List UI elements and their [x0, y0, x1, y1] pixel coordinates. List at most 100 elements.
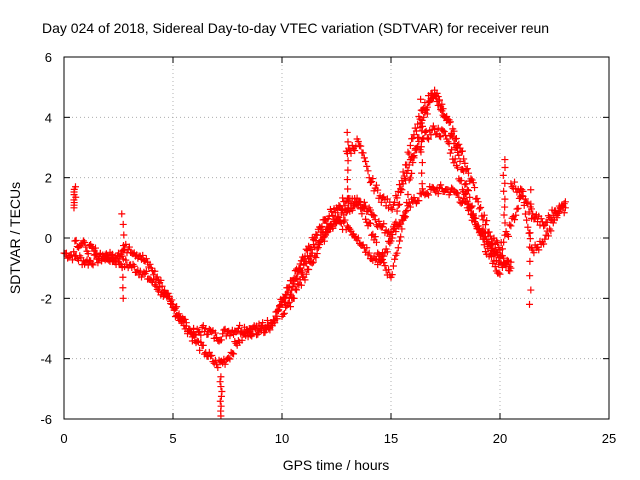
data-point-track-d	[452, 134, 460, 142]
x-tick-label: 0	[60, 431, 67, 446]
data-point-track-d	[410, 131, 418, 139]
data-point-track-d	[537, 215, 545, 223]
data-point-track-a	[236, 321, 244, 329]
data-point-track-d	[507, 222, 515, 230]
x-axis-label: GPS time / hours	[283, 457, 390, 473]
data-point-track-a	[339, 194, 347, 202]
data-point-track-a	[366, 206, 374, 214]
data-point-track-c	[372, 238, 380, 246]
data-point-track-c	[400, 214, 408, 222]
spike-point	[344, 138, 352, 146]
data-point-track-b	[108, 250, 116, 258]
data-point-track-d	[393, 194, 401, 202]
spike-point	[526, 257, 534, 265]
data-point-track-d	[365, 174, 373, 182]
data-point-track-c	[468, 202, 476, 210]
data-point-track-a	[152, 282, 160, 290]
data-point-track-c	[385, 266, 393, 274]
data-point-track-a	[371, 216, 379, 224]
data-point-track-a	[91, 250, 99, 258]
data-point-track-b	[404, 167, 412, 175]
data-point-track-d	[471, 184, 479, 192]
data-point-track-b	[168, 296, 176, 304]
data-point-track-c	[285, 298, 293, 306]
data-point-track-b	[171, 304, 179, 312]
data-point-track-d	[399, 168, 407, 176]
data-point-track-b	[190, 331, 198, 339]
data-point-track-d	[397, 185, 405, 193]
data-point-track-d	[347, 149, 355, 157]
y-tick-label: 2	[45, 171, 52, 186]
data-point-track-b	[225, 354, 233, 362]
data-point-track-c	[365, 219, 373, 227]
data-point-track-b	[153, 273, 161, 281]
data-point-track-e	[561, 198, 569, 206]
spike-point	[527, 286, 535, 294]
data-point-track-c	[410, 154, 418, 162]
data-point-track-b	[423, 134, 431, 142]
data-point-track-d	[467, 175, 475, 183]
data-point-track-a	[323, 219, 331, 227]
spike-point	[526, 243, 534, 251]
data-point-track-d	[400, 172, 408, 180]
data-point-track-e	[511, 178, 519, 186]
data-point-track-c	[316, 241, 324, 249]
x-tick-label: 10	[275, 431, 289, 446]
data-point-track-d	[479, 216, 487, 224]
chart-title: Day 024 of 2018, Sidereal Day-to-day VTE…	[42, 20, 549, 36]
data-point-track-d	[438, 100, 446, 108]
spike-point	[216, 397, 224, 405]
data-point-track-b	[388, 234, 396, 242]
data-point-track-c	[484, 245, 492, 253]
data-point-track-b	[431, 125, 439, 133]
data-point-track-a	[317, 224, 325, 232]
data-point-track-c	[462, 180, 470, 188]
data-point-track-b	[286, 290, 294, 298]
data-point-track-a	[151, 281, 159, 289]
data-point-track-a	[454, 189, 462, 197]
data-point-track-d	[409, 134, 417, 142]
data-point-track-c	[314, 244, 322, 252]
data-point-track-d	[543, 218, 551, 226]
data-point-track-b	[107, 251, 115, 259]
data-point-track-c	[329, 224, 337, 232]
data-point-track-d	[458, 147, 466, 155]
data-point-track-a	[89, 261, 97, 269]
data-point-track-a	[217, 336, 225, 344]
data-point-track-c	[331, 220, 339, 228]
data-point-track-b	[409, 153, 417, 161]
data-point-track-b	[461, 190, 469, 198]
data-point-track-d	[463, 165, 471, 173]
spike-point	[417, 137, 425, 145]
data-point-track-c	[309, 258, 317, 266]
data-point-track-c	[418, 122, 426, 130]
data-point-track-e	[553, 214, 561, 222]
data-point-track-c	[335, 214, 343, 222]
data-point-track-c	[395, 237, 403, 245]
data-point-track-c	[313, 250, 321, 258]
y-tick-label: -2	[40, 291, 52, 306]
data-point-track-a	[434, 190, 442, 198]
spike-point	[526, 300, 534, 308]
data-point-track-c	[379, 256, 387, 264]
data-point-track-a	[88, 260, 96, 268]
data-point-track-d	[455, 140, 463, 148]
data-point-track-a	[375, 217, 383, 225]
data-point-track-c	[463, 186, 471, 194]
data-point-track-a	[306, 244, 314, 252]
data-point-track-d	[512, 211, 520, 219]
data-point-track-c	[308, 259, 316, 267]
data-point-track-c	[294, 280, 302, 288]
data-point-track-b	[496, 258, 504, 266]
x-tick-label: 25	[602, 431, 616, 446]
data-point-track-c	[359, 204, 367, 212]
data-point-track-b	[392, 218, 400, 226]
spike-point	[418, 116, 426, 124]
data-point-track-c	[412, 146, 420, 154]
data-point-track-b	[457, 176, 465, 184]
data-point-track-c	[282, 303, 290, 311]
data-point-track-b	[302, 259, 310, 267]
data-point-track-d	[480, 211, 488, 219]
data-point-track-d	[351, 147, 359, 155]
data-point-track-b	[389, 226, 397, 234]
